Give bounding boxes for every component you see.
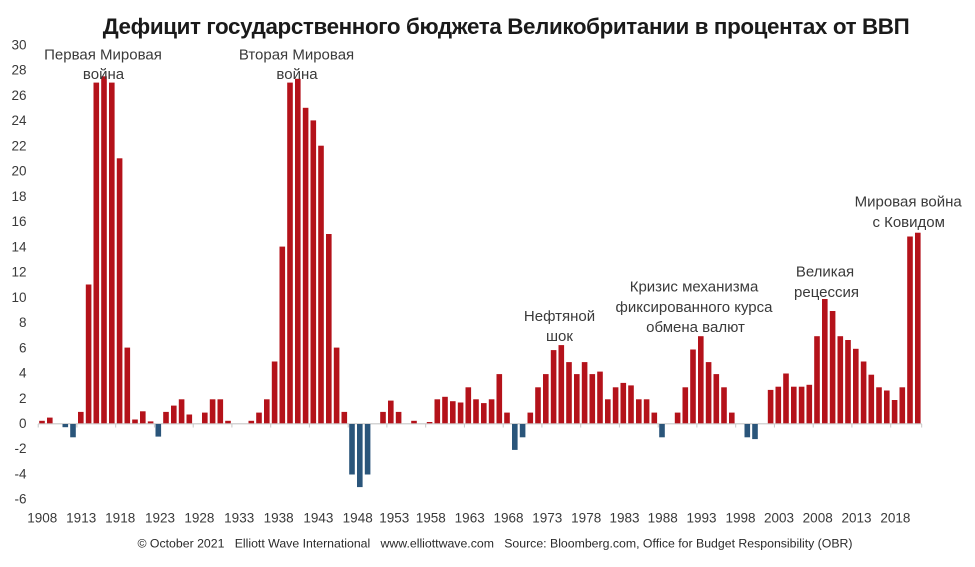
svg-text:20: 20 <box>11 164 26 179</box>
svg-text:6: 6 <box>19 340 27 355</box>
svg-text:-4: -4 <box>14 467 26 482</box>
svg-text:Кризис механизма: Кризис механизма <box>630 278 759 295</box>
svg-text:0: 0 <box>19 416 27 431</box>
svg-text:22: 22 <box>11 138 26 153</box>
svg-text:10: 10 <box>11 290 26 305</box>
svg-text:1973: 1973 <box>532 511 562 526</box>
svg-text:© October 2021 Elliott Wave: © October 2021 Elliott Wave Internationa… <box>137 537 852 551</box>
svg-text:рецессия: рецессия <box>794 284 859 301</box>
svg-text:1988: 1988 <box>648 511 678 526</box>
svg-text:2: 2 <box>19 391 27 406</box>
svg-text:Первая Мировая: Первая Мировая <box>44 47 162 64</box>
svg-text:1938: 1938 <box>264 511 294 526</box>
svg-text:1948: 1948 <box>343 511 373 526</box>
svg-text:2013: 2013 <box>841 511 871 526</box>
svg-text:Нефтяной: Нефтяной <box>524 308 595 325</box>
svg-text:с Ковидом: с Ковидом <box>872 214 945 231</box>
svg-text:4: 4 <box>19 366 27 381</box>
svg-text:30: 30 <box>11 37 26 52</box>
svg-text:обмена валют: обмена валют <box>646 319 745 336</box>
svg-text:28: 28 <box>11 63 26 78</box>
svg-text:12: 12 <box>11 265 26 280</box>
svg-text:1933: 1933 <box>224 511 254 526</box>
svg-text:24: 24 <box>11 113 27 128</box>
svg-text:1923: 1923 <box>145 511 175 526</box>
svg-text:16: 16 <box>11 214 26 229</box>
svg-text:1958: 1958 <box>416 511 446 526</box>
svg-text:14: 14 <box>11 239 27 254</box>
svg-text:1928: 1928 <box>184 511 214 526</box>
svg-text:2018: 2018 <box>880 511 910 526</box>
svg-text:8: 8 <box>19 315 27 330</box>
svg-text:2008: 2008 <box>803 511 833 526</box>
svg-text:-2: -2 <box>14 441 26 456</box>
svg-text:1953: 1953 <box>379 511 409 526</box>
svg-text:-6: -6 <box>14 492 26 507</box>
svg-text:1913: 1913 <box>66 511 96 526</box>
svg-text:Дефицит государственного бюдже: Дефицит государственного бюджета Великоб… <box>103 14 910 39</box>
svg-text:Вторая Мировая: Вторая Мировая <box>239 47 354 64</box>
svg-text:1978: 1978 <box>571 511 601 526</box>
svg-text:2003: 2003 <box>764 511 794 526</box>
svg-text:шок: шок <box>546 328 573 345</box>
svg-text:26: 26 <box>11 88 26 103</box>
svg-text:18: 18 <box>11 189 26 204</box>
svg-text:1983: 1983 <box>609 511 639 526</box>
svg-text:1998: 1998 <box>725 511 755 526</box>
svg-text:Мировая война: Мировая война <box>855 193 963 210</box>
svg-text:1968: 1968 <box>493 511 523 526</box>
svg-text:1963: 1963 <box>455 511 485 526</box>
svg-text:война: война <box>276 66 318 83</box>
svg-text:фиксированного курса: фиксированного курса <box>616 299 774 316</box>
svg-text:1943: 1943 <box>303 511 333 526</box>
svg-text:1918: 1918 <box>105 511 135 526</box>
svg-text:1908: 1908 <box>27 511 57 526</box>
svg-text:Великая: Великая <box>796 263 854 280</box>
svg-text:1993: 1993 <box>686 511 716 526</box>
svg-text:война: война <box>83 66 125 83</box>
